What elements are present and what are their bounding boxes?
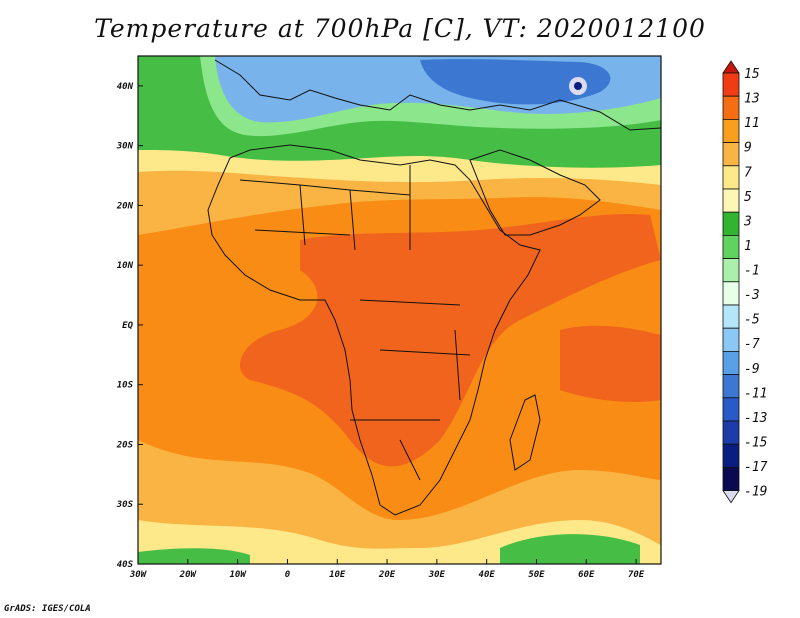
lat-tick-label: 20S: [116, 440, 134, 450]
colorbar-segment: [722, 374, 740, 399]
colorbar-segment: [722, 165, 740, 190]
colorbar-label: 5: [744, 190, 752, 205]
lon-tick-label: 40E: [479, 570, 496, 580]
lat-tick-label: 30S: [116, 500, 134, 510]
madagascar-coastline: [509, 394, 541, 471]
field-south-green: [138, 534, 640, 564]
lat-tick-label: 40N: [117, 82, 134, 92]
colorbar-label: 7: [744, 165, 752, 180]
colorbar-segment: [722, 119, 740, 144]
lon-tick-label: 60E: [578, 570, 595, 580]
colorbar-segment: [722, 420, 740, 445]
colorbar-label: -11: [744, 386, 767, 401]
colorbar-label: -17: [744, 460, 768, 475]
colorbar-label: -13: [744, 411, 767, 426]
colorbar-segment: [722, 466, 740, 491]
grads-credit: GrADS: IGES/COLA: [4, 604, 91, 614]
lat-tick-label: 40S: [117, 560, 134, 570]
lon-tick-label: 30W: [129, 570, 148, 580]
lat-tick-label: 20N: [116, 201, 134, 211]
lon-tick-label: 50E: [528, 570, 545, 580]
colorbar-label: 9: [744, 141, 752, 156]
longitude-axis: 30W 20W 10W 0 10E 20E 30E 40E 50E 60E 70E: [129, 559, 645, 580]
colorbar-segment: [722, 72, 740, 97]
colorbar-segment: [722, 397, 740, 422]
colorbar-segment: [722, 95, 740, 120]
field-very-warm-east: [560, 325, 661, 402]
lon-tick-label: 30E: [428, 570, 446, 580]
country-borders: [239, 165, 471, 481]
arabia-coastline: [469, 149, 601, 236]
plot-frame: [137, 55, 662, 565]
lat-tick-label: 30N: [116, 142, 134, 152]
africa-coastline: [207, 144, 541, 516]
lat-tick-label: EQ: [122, 321, 133, 331]
field-cold-spot-center: [574, 82, 582, 90]
colorbar-label: -3: [744, 288, 760, 303]
europe-coastline: [214, 59, 661, 131]
field-north-very-cold: [420, 59, 611, 105]
colorbar-max-arrow: [722, 60, 740, 74]
colorbar-segment: [722, 142, 740, 167]
lon-tick-label: 20W: [179, 570, 198, 580]
lon-tick-label: 10W: [229, 570, 247, 580]
colorbar-label: -15: [744, 435, 768, 450]
coastlines: [207, 59, 661, 516]
colorbar-segment: [722, 304, 740, 329]
colorbar-label: 13: [744, 92, 760, 107]
colorbar-label: 15: [744, 67, 760, 82]
colorbar-label: -7: [744, 337, 760, 352]
field-very-warm-core: [240, 213, 661, 467]
colorbar-label: 3: [743, 214, 752, 229]
colorbar-segment: [722, 443, 740, 468]
colorbar-segment: [722, 258, 740, 283]
colorbar-label: -9: [744, 362, 760, 377]
map-title: Temperature at 700hPa [C], VT: 202001210…: [94, 14, 706, 43]
lon-tick-label: 0: [285, 570, 291, 580]
colorbar-label: -19: [744, 485, 767, 500]
lat-tick-label: 10N: [117, 261, 134, 271]
colorbar-label: -1: [744, 264, 760, 279]
temperature-field: [138, 56, 661, 564]
latitude-axis: 40N 30N 20N 10N EQ 10S 20S 30S 40S: [116, 82, 143, 570]
colorbar-segment: [722, 234, 740, 259]
colorbar-segment: [722, 327, 740, 352]
colorbar-segment: [722, 211, 740, 236]
lat-tick-label: 10S: [117, 381, 134, 391]
colorbar-segment: [722, 350, 740, 375]
colorbar-segment: [722, 188, 740, 213]
colorbar-label: 11: [744, 116, 760, 131]
colorbar-min-arrow: [722, 490, 740, 504]
colorbar-label: 1: [744, 239, 752, 254]
colorbar-segment: [722, 281, 740, 306]
lon-tick-label: 70E: [628, 570, 645, 580]
lon-tick-label: 20E: [378, 570, 396, 580]
colorbar: 15 13 11 9 7 5 3 1 -1 -3 -5 -7 -9 -11 -13 -15 -17 -19: [722, 60, 768, 504]
lon-tick-label: 10E: [329, 570, 346, 580]
colorbar-label: -5: [744, 313, 760, 328]
